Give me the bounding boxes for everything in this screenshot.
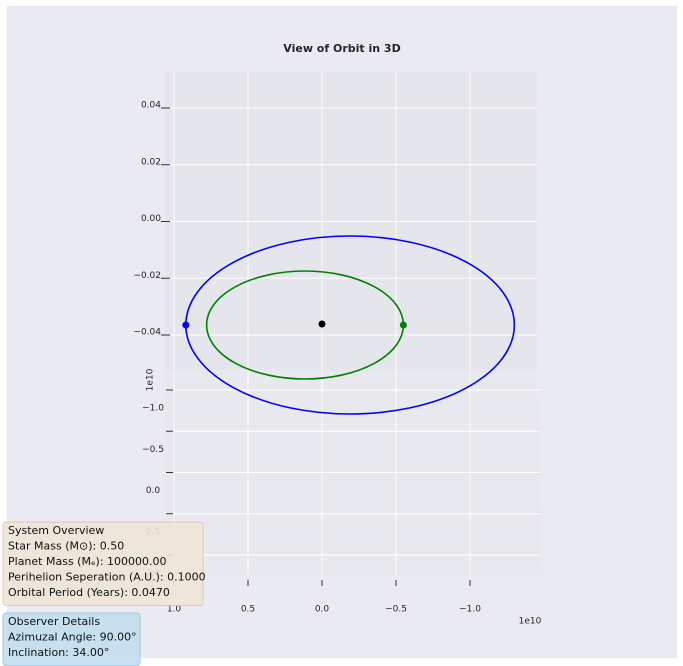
y-tick-label: −1.0 [142, 404, 164, 414]
body-marker [399, 321, 407, 329]
z-tick-label: 0.02 [141, 157, 161, 167]
y-tick-label: 0.0 [146, 486, 161, 496]
panel-line: Azimuzal Angle: 90.00° [8, 631, 137, 644]
z-tick-label: −0.04 [133, 328, 161, 338]
z-tick-label: 0.04 [141, 101, 161, 111]
x-tick-label: 1.0 [167, 605, 182, 615]
panel-title: System Overview [8, 524, 104, 537]
x-tick-label: 0.0 [315, 605, 330, 615]
panel-line: Star Mass (M⊙): 0.50 [8, 540, 124, 553]
chart-title: View of Orbit in 3D [283, 42, 400, 55]
panel-line: Orbital Period (Years): 0.0470 [8, 586, 170, 599]
info-panel [2, 521, 204, 606]
y-tick-label: −0.5 [142, 445, 164, 455]
panel-title: Observer Details [8, 615, 100, 628]
panel-line: Perihelion Seperation (A.U.): 0.1000 [8, 571, 206, 584]
x-tick-label: −0.5 [385, 605, 407, 615]
z-tick-label: −0.02 [133, 271, 161, 281]
panel-line: Inclination: 34.00° [8, 646, 109, 659]
panel-line: Planet Mass (Mₑ): 100000.00 [8, 555, 167, 568]
body-marker [182, 321, 190, 329]
y-offset-label: 1e10 [146, 368, 156, 391]
star [318, 320, 326, 328]
x-tick-label: 0.5 [241, 605, 255, 615]
x-tick-label: −1.0 [459, 605, 481, 615]
z-tick-label: 0.00 [141, 214, 161, 224]
x-offset-label: 1e10 [519, 617, 542, 627]
